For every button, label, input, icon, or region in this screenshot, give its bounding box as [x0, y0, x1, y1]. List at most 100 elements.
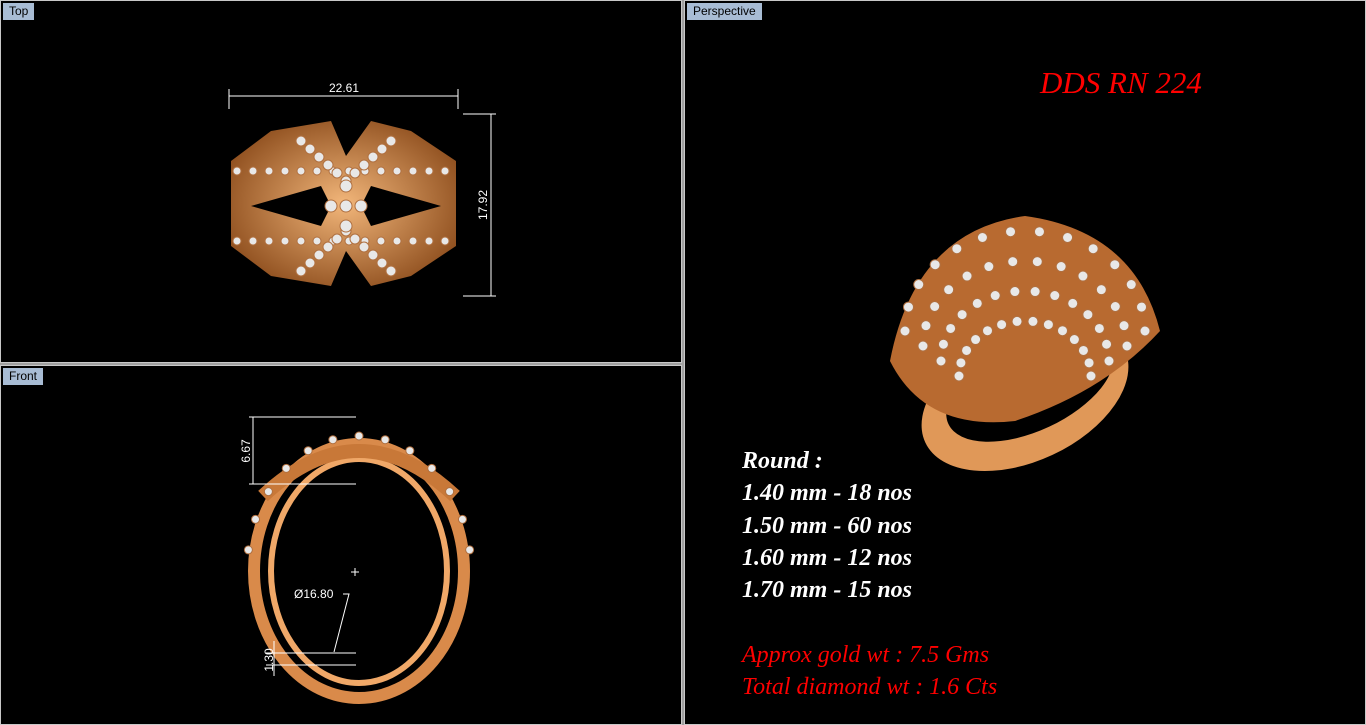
diamond-stone: [408, 236, 418, 246]
diamond-stone: [1009, 286, 1021, 298]
diamond-stone: [1027, 315, 1039, 327]
diamond-stone: [961, 344, 973, 356]
diamond-stone: [385, 135, 397, 147]
diamond-stone: [1136, 301, 1148, 313]
dimension-diameter-label: Ø16.80: [294, 587, 334, 601]
diamond-stone: [367, 151, 379, 163]
ring-perspective-view: [890, 216, 1160, 472]
diamond-stone: [376, 257, 388, 269]
diamond-stone: [405, 446, 415, 456]
diamond-stone: [1139, 325, 1151, 337]
ring-top-view: 22.61 17.92: [228, 81, 496, 297]
viewport-top[interactable]: Top 22.61 17.92: [0, 0, 682, 363]
diamond-stone: [1085, 370, 1097, 382]
diamond-stone: [312, 236, 322, 246]
diamond-stone: [264, 166, 274, 176]
diamond-stone: [1055, 261, 1067, 273]
diamond-stone: [1062, 231, 1074, 243]
viewport-label-perspective[interactable]: Perspective: [687, 3, 762, 20]
diamond-stone: [295, 135, 307, 147]
diamond-stone: [312, 166, 322, 176]
ring-perspective-shape: [890, 216, 1160, 472]
diamond-stone: [1067, 297, 1079, 309]
diamond-stone: [304, 143, 316, 155]
diamond-stone: [943, 284, 955, 296]
diamond-stone: [251, 514, 261, 524]
diamond-stone: [358, 159, 370, 171]
diamond-stone: [243, 545, 253, 555]
diamond-stone: [953, 370, 965, 382]
diamond-stone: [232, 236, 242, 246]
diamond-stone: [1007, 256, 1019, 268]
diamond-weight: Total diamond wt : 1.6 Cts: [742, 674, 998, 700]
diamond-stone: [354, 199, 368, 213]
diamond-stone: [380, 435, 390, 445]
diamond-stone: [1029, 286, 1041, 298]
stones-heading: Round :: [742, 448, 823, 474]
diamond-stone: [1077, 270, 1089, 282]
diamond-stone: [440, 166, 450, 176]
diamond-stone: [945, 322, 957, 334]
diamond-stone: [424, 166, 434, 176]
diamond-stone: [956, 309, 968, 321]
dimension-height-label: 6.67: [239, 439, 253, 463]
diamond-stone: [1042, 319, 1054, 331]
diamond-stone: [935, 355, 947, 367]
diamond-stone: [296, 236, 306, 246]
diamond-stone: [970, 334, 982, 346]
diamond-stone: [424, 236, 434, 246]
stone-spec-item: 1.60 mm - 12 nos: [742, 544, 913, 571]
diamond-stone: [913, 279, 925, 291]
dimension-width: [228, 89, 459, 109]
weights: Approx gold wt : 7.5 Gms Total diamond w…: [742, 639, 997, 703]
diamond-stone: [951, 243, 963, 255]
diamond-stone: [264, 236, 274, 246]
design-code-title: DDS RN 224: [1040, 65, 1202, 100]
dimension-height: [463, 113, 496, 297]
diamond-stone: [976, 231, 988, 243]
diamond-stone: [1033, 226, 1045, 238]
diamond-stone: [1083, 357, 1095, 369]
diamond-stone: [996, 319, 1008, 331]
diamond-stone: [929, 259, 941, 271]
diamond-stone: [1087, 243, 1099, 255]
diamond-stone: [331, 167, 343, 179]
stone-spec-item: 1.70 mm - 15 nos: [742, 577, 913, 604]
diamond-stone: [1031, 256, 1043, 268]
viewport-perspective[interactable]: Perspective DDS RN 224 Round : 1.40 mm -…: [684, 0, 1366, 725]
ring-front-view: 6.67 Ø16.80 1.30: [239, 416, 475, 704]
viewport-label-front[interactable]: Front: [3, 368, 44, 385]
diamond-stone: [248, 236, 258, 246]
diamond-stone: [1101, 338, 1113, 350]
ring-front-shape: [243, 431, 475, 704]
diamond-stone: [408, 166, 418, 176]
viewport-label-top[interactable]: Top: [3, 3, 35, 20]
diamond-stone: [281, 463, 291, 473]
diamond-stone: [367, 249, 379, 261]
stone-spec-item: 1.50 mm - 60 nos: [742, 512, 913, 539]
diamond-stone: [902, 301, 914, 313]
diamond-stone: [331, 233, 343, 245]
diamond-stone: [920, 320, 932, 332]
diamond-stone: [1103, 355, 1115, 367]
gold-weight: Approx gold wt : 7.5 Gms: [742, 642, 990, 668]
ring-top-shape: [231, 121, 456, 286]
diamond-stone: [929, 300, 941, 312]
diamond-stone: [349, 167, 361, 179]
diamond-stone: [280, 166, 290, 176]
diamond-stone: [465, 545, 475, 555]
diamond-stone: [983, 261, 995, 273]
diamond-stone: [1068, 334, 1080, 346]
diamond-stone: [339, 179, 353, 193]
diamond-stone: [376, 166, 386, 176]
diamond-stone: [303, 446, 313, 456]
diamond-stone: [1095, 284, 1107, 296]
diamond-stone: [358, 241, 370, 253]
diamond-stone: [1082, 309, 1094, 321]
stone-specs: Round : 1.40 mm - 18 nos 1.50 mm - 60 no…: [742, 445, 912, 606]
diamond-stone: [322, 159, 334, 171]
diamond-stone: [392, 166, 402, 176]
diamond-stone: [1093, 322, 1105, 334]
viewport-front[interactable]: Front 6.67 Ø16.80 1.30: [0, 365, 682, 725]
diamond-stone: [1077, 344, 1089, 356]
